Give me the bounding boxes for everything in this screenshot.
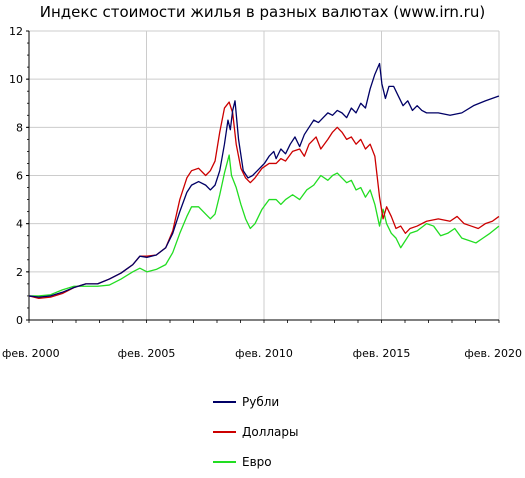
y-tick-label: 2 [16,266,23,279]
x-tick-label: фев. 2010 [235,347,293,360]
series-lines [28,62,500,299]
x-tick-label: фев. 2020 [464,347,522,360]
y-tick-label: 0 [16,314,23,327]
legend-label-eur: Евро [242,455,272,469]
grid-lines [29,30,500,320]
y-tick-label: 12 [9,25,23,38]
series-line-rub [28,62,500,298]
legend: Рубли Доллары Евро [213,395,299,469]
legend-label-usd: Доллары [242,425,299,439]
x-tick-label: фев. 2000 [2,347,60,360]
tick-labels: 0 2 4 6 8 10 12 фев. 2000 фев. 2005 фев. 2010 фев.… [2,25,522,360]
x-tick-label: фев. 2015 [353,347,411,360]
series-line-eur [28,154,500,297]
legend-label-rub: Рубли [242,395,279,409]
axes [26,30,500,323]
chart-title: Индекс стоимости жилья в разных валютах … [39,3,486,21]
y-tick-label: 10 [9,73,23,86]
y-tick-label: 8 [16,121,23,134]
y-tick-label: 4 [16,218,23,231]
y-tick-label: 6 [16,170,23,183]
x-tick-label: фев. 2005 [118,347,176,360]
